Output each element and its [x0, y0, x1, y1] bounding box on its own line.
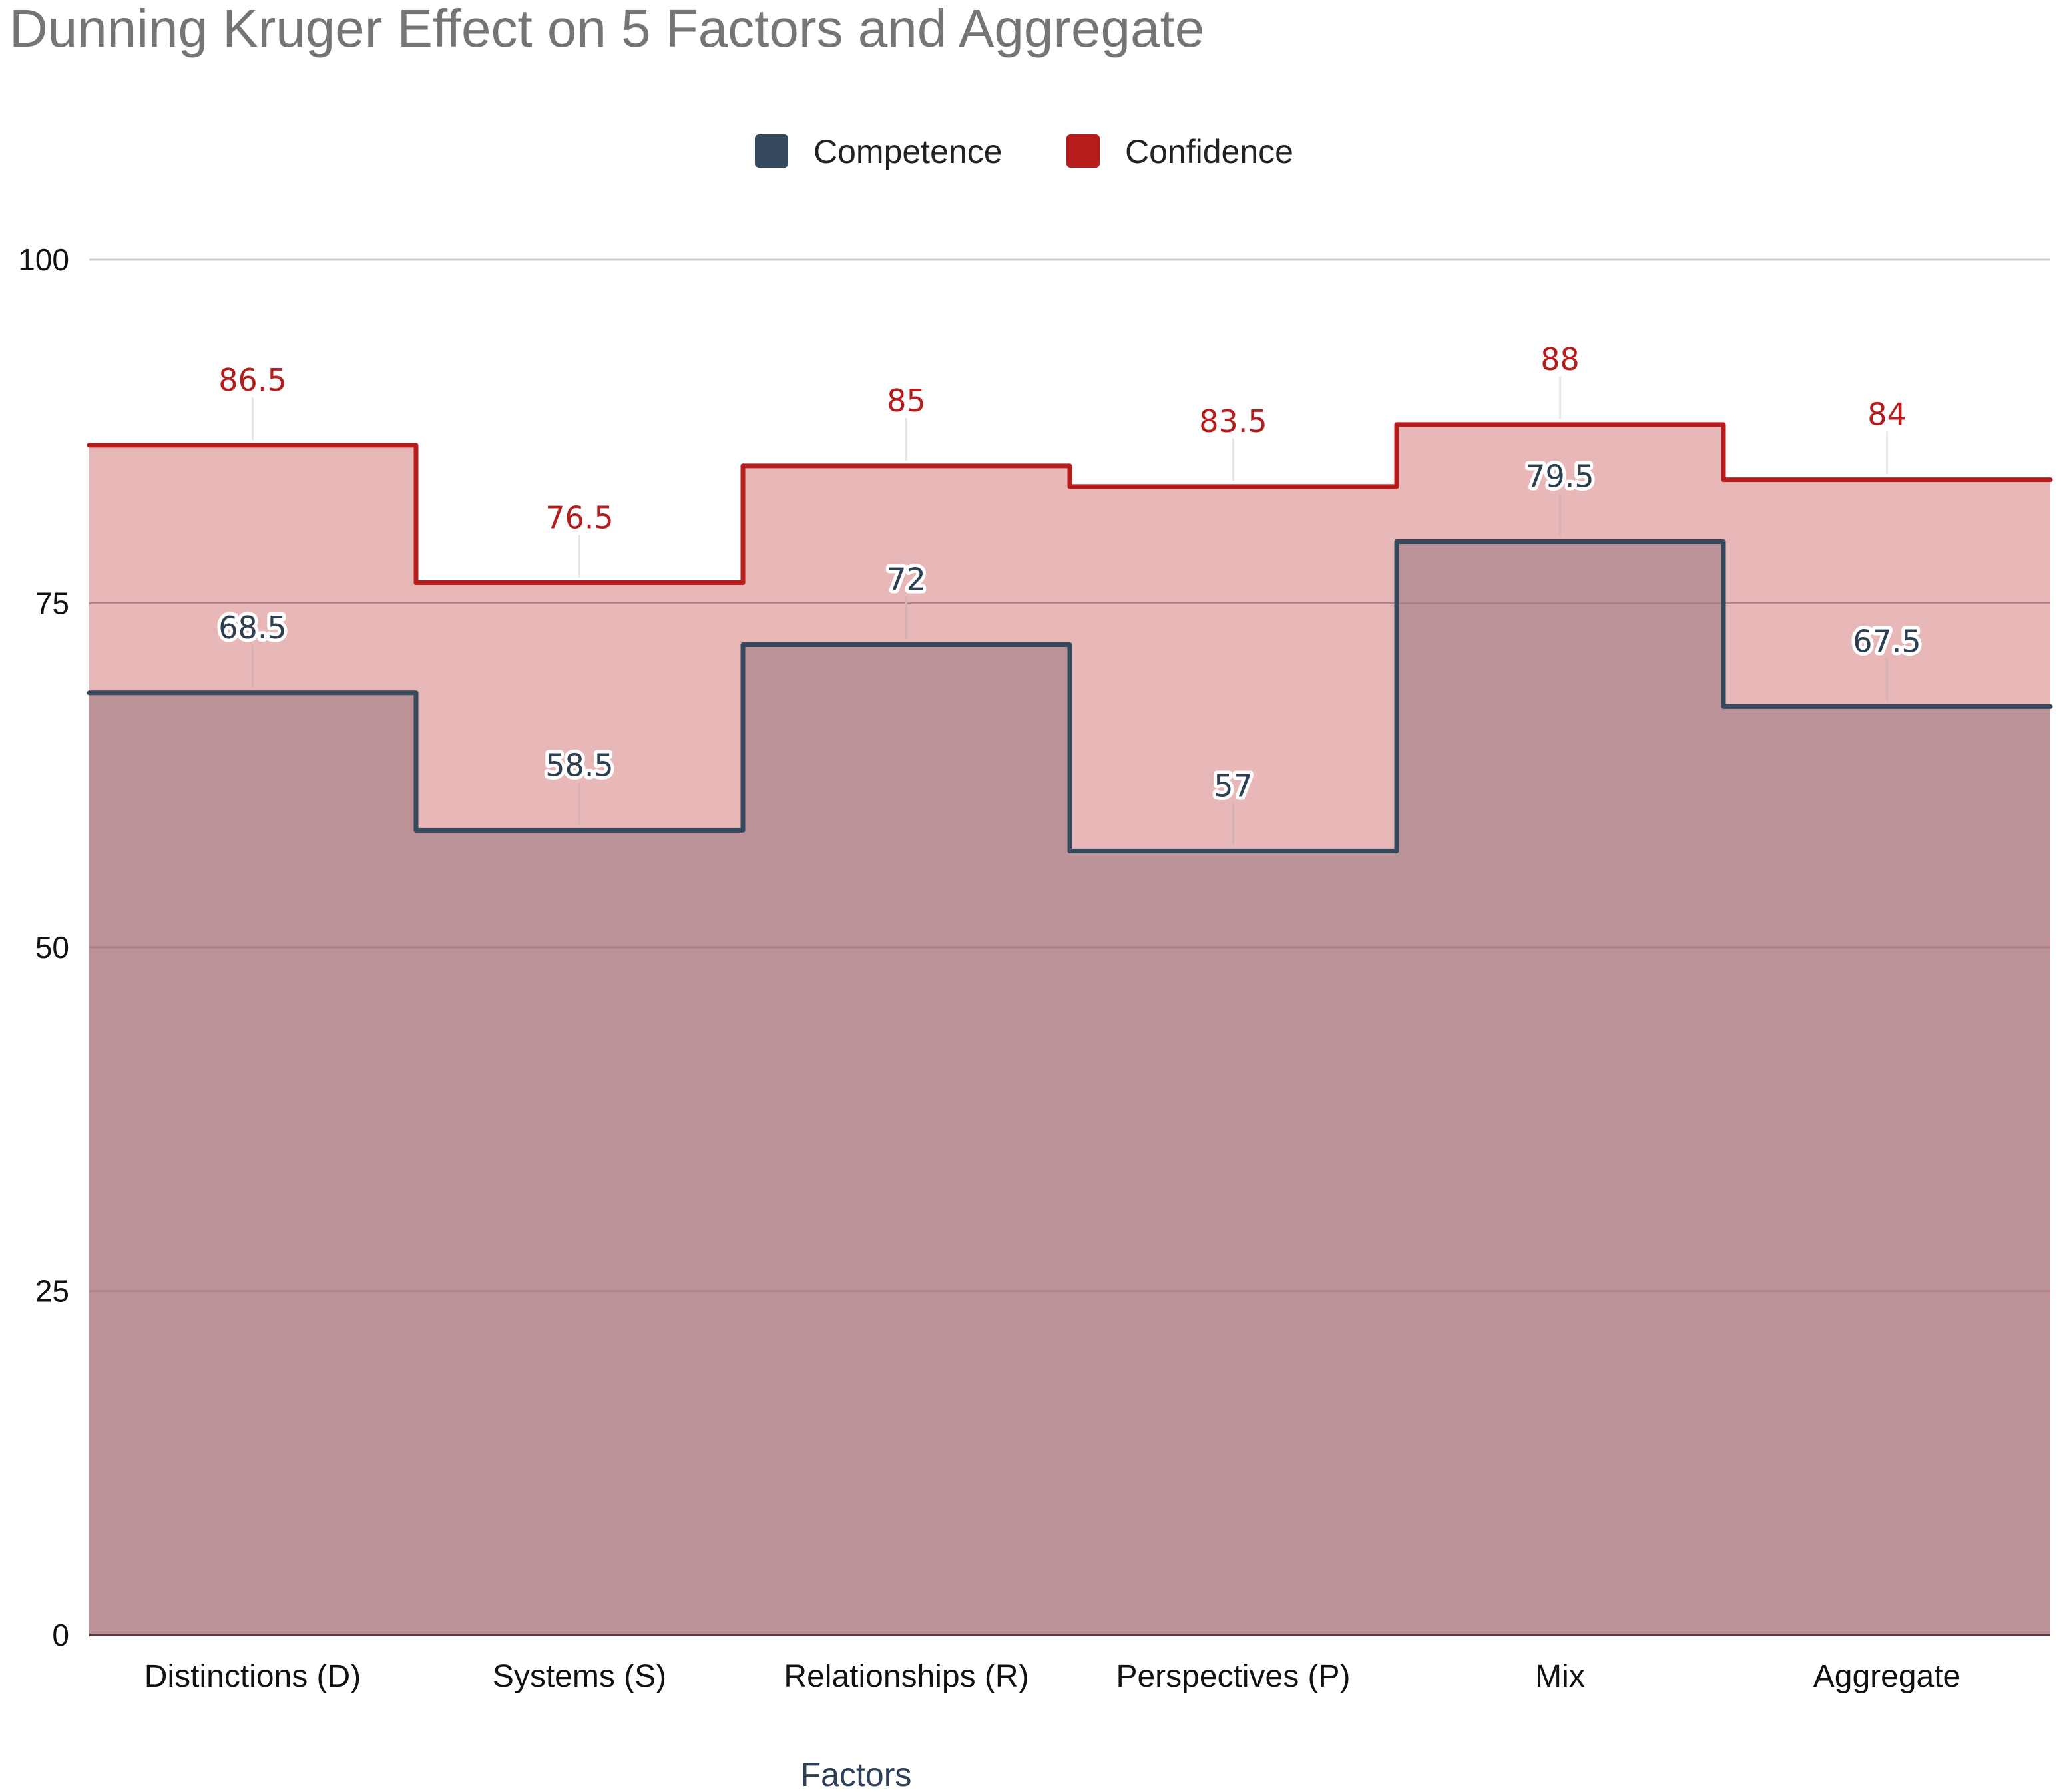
legend-swatch-competence — [755, 134, 788, 168]
y-tick-label: 100 — [18, 242, 69, 277]
series-areas — [89, 424, 2050, 1635]
legend: Competence Confidence — [755, 133, 1293, 170]
competence-data-label: 57 — [1214, 768, 1253, 803]
x-tick-label: Perspectives (P) — [1116, 1659, 1350, 1694]
y-tick-label: 75 — [35, 586, 69, 621]
legend-label-competence: Competence — [813, 133, 1003, 170]
x-tick-label: Aggregate — [1813, 1659, 1961, 1694]
confidence-data-label: 76.5 — [545, 500, 613, 536]
chart-title: Dunning Kruger Effect on 5 Factors and A… — [9, 0, 1204, 58]
y-tick-label: 0 — [52, 1618, 69, 1652]
y-tick-label: 50 — [35, 930, 69, 965]
confidence-line[interactable] — [87, 422, 2053, 585]
x-tick-label: Relationships (R) — [784, 1659, 1029, 1694]
legend-swatch-confidence — [1066, 134, 1100, 168]
competence-data-label: 58.5 — [545, 747, 613, 783]
competence-data-label: 68.5 — [218, 610, 286, 646]
competence-line[interactable] — [87, 539, 2053, 853]
confidence-data-label: 85 — [887, 383, 926, 419]
data-labels: 86.5 68.5 76.5 58.5 85 72 83.5 57 88 79.5 84 67.5 — [215, 341, 1925, 846]
confidence-data-label: 83.5 — [1199, 403, 1267, 439]
y-tick-label: 25 — [35, 1274, 69, 1309]
legend-item-confidence[interactable]: Confidence — [1066, 133, 1293, 170]
confidence-data-label: 84 — [1867, 397, 1907, 433]
competence-data-label: 72 — [887, 561, 926, 597]
x-tick-label: Distinctions (D) — [144, 1659, 361, 1694]
series-lines — [87, 422, 2053, 853]
confidence-data-label: 88 — [1540, 341, 1580, 377]
confidence-data-label: 86.5 — [218, 362, 286, 398]
x-axis-title: Factors — [801, 1756, 912, 1792]
competence-data-label: 67.5 — [1853, 623, 1921, 659]
legend-label-confidence: Confidence — [1125, 133, 1293, 170]
legend-item-competence[interactable]: Competence — [755, 133, 1003, 170]
x-tick-label: Mix — [1535, 1659, 1585, 1694]
competence-data-label: 79.5 — [1526, 459, 1594, 495]
competence-area — [89, 541, 2050, 1635]
x-tick-label: Systems (S) — [493, 1659, 666, 1694]
axes: 0 25 50 75 100 Distinctions (D) Systems (S) Rel… — [18, 242, 2050, 1694]
